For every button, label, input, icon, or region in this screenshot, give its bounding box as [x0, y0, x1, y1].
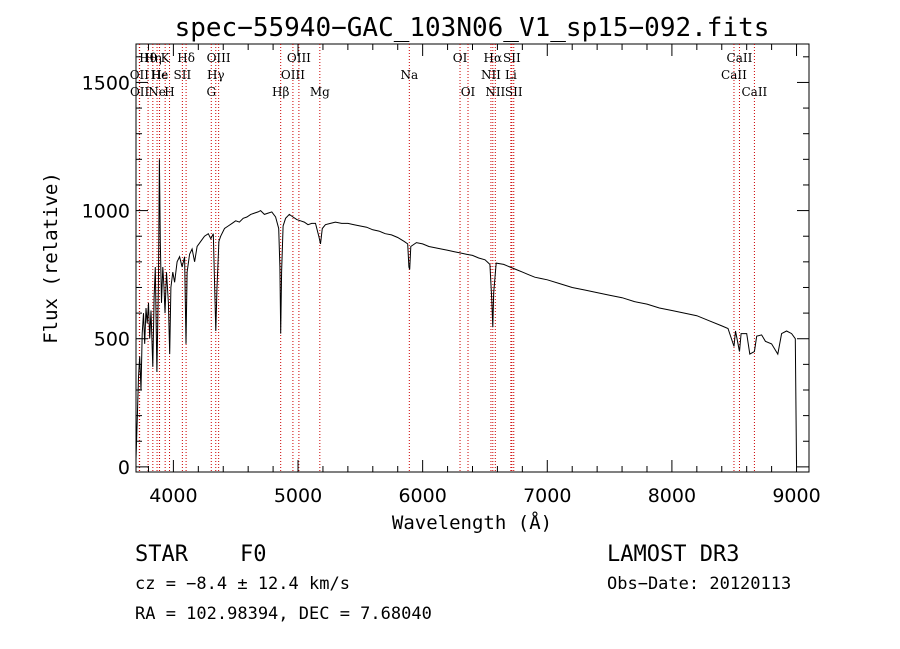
line-label: OIII	[207, 51, 231, 65]
chart-title: spec−55940−GAC_103N06_V1_sp15−092.fits	[175, 13, 770, 43]
survey-name: LAMOST DR3	[607, 542, 739, 567]
line-label: Hη	[144, 51, 162, 65]
y-tick-label: 1000	[82, 201, 130, 223]
x-tick-label: 5000	[274, 485, 322, 507]
line-label: K	[161, 51, 171, 65]
x-tick-label: 6000	[398, 485, 446, 507]
line-label: H	[164, 85, 174, 99]
object-class: STAR	[135, 542, 189, 567]
redshift-velocity: cz = −8.4 ± 12.4 km/s	[135, 574, 350, 594]
spectral-line-labels: Hθ OII OII Hη Hε Ne K He H Hδ SII OIII Hγ G OIII OIII Hβ…	[130, 51, 768, 99]
line-label: OIII	[287, 51, 311, 65]
line-label: OII	[130, 68, 150, 82]
spectrum-line	[135, 159, 797, 465]
line-label: Hθ	[139, 51, 157, 65]
line-label: G	[206, 85, 216, 99]
coordinates: RA = 102.98394, DEC = 7.68040	[135, 604, 432, 624]
x-tick-label: 8000	[648, 485, 696, 507]
line-label: He	[151, 68, 169, 82]
line-label: Hε	[151, 68, 168, 82]
line-label: NII	[481, 68, 501, 82]
line-label: SII	[174, 68, 192, 82]
line-label: Hβ	[272, 85, 289, 99]
y-axis-ticks: 0 500 1000 1500	[82, 56, 809, 479]
line-label: OIII	[281, 68, 305, 82]
line-label: Na	[400, 68, 418, 82]
line-label: Hδ	[177, 51, 195, 65]
line-label: Hγ	[207, 68, 225, 82]
x-axis-label: Wavelength (Å)	[392, 511, 552, 534]
y-tick-label: 1500	[82, 72, 130, 94]
line-label: Hα	[484, 51, 503, 65]
x-axis-ticks: 4000 5000 6000 7000 8000 9000	[147, 44, 821, 507]
spectral-subclass: F0	[240, 542, 267, 567]
line-label: Ne	[148, 85, 166, 99]
line-label: SII	[503, 51, 521, 65]
x-tick-label: 7000	[523, 485, 571, 507]
observation-date: Obs−Date: 20120113	[607, 574, 791, 594]
line-label: CaII	[741, 85, 767, 99]
line-label: Mg	[310, 85, 330, 99]
y-tick-label: 0	[118, 457, 130, 479]
line-label: NII	[485, 85, 505, 99]
y-tick-label: 500	[94, 329, 130, 351]
line-label: SII	[505, 85, 523, 99]
line-label: OI	[453, 51, 468, 65]
plot-frame	[135, 43, 810, 473]
y-axis-label: Flux (relative)	[40, 172, 62, 344]
x-tick-label: 9000	[772, 485, 820, 507]
line-label: OII	[130, 85, 150, 99]
line-label: CaII	[721, 68, 747, 82]
line-label: Li	[505, 68, 517, 82]
line-label: OI	[461, 85, 476, 99]
line-label: CaII	[727, 51, 753, 65]
spectral-line-markers	[138, 44, 755, 472]
x-tick-label: 4000	[149, 485, 197, 507]
